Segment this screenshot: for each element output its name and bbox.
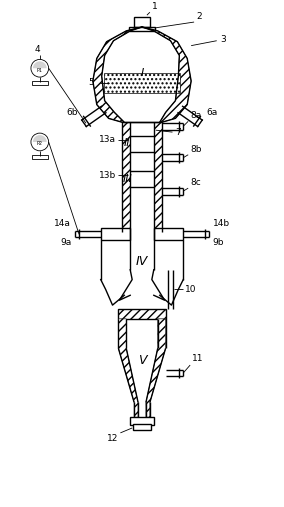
Text: 14a: 14a xyxy=(54,220,71,229)
Text: 5: 5 xyxy=(88,79,94,88)
Text: 2: 2 xyxy=(196,12,202,21)
Text: 12: 12 xyxy=(107,434,118,443)
Text: 6a: 6a xyxy=(206,108,217,118)
Bar xyxy=(122,122,130,232)
Text: I: I xyxy=(140,68,144,78)
Text: 3: 3 xyxy=(221,35,226,44)
Text: 7: 7 xyxy=(176,128,181,136)
Polygon shape xyxy=(93,27,142,122)
Text: IV: IV xyxy=(136,256,148,268)
Text: 9b: 9b xyxy=(213,238,224,247)
Text: 4: 4 xyxy=(35,46,41,54)
Polygon shape xyxy=(146,319,166,417)
Bar xyxy=(104,73,180,93)
Bar xyxy=(134,17,150,27)
Circle shape xyxy=(31,59,49,77)
Bar xyxy=(101,229,130,240)
Text: 8c: 8c xyxy=(190,178,201,187)
Text: 14b: 14b xyxy=(213,220,230,229)
Text: P1: P1 xyxy=(37,68,43,73)
Text: III: III xyxy=(122,174,132,185)
Polygon shape xyxy=(118,319,138,417)
Text: P2: P2 xyxy=(37,141,43,147)
Text: 8b: 8b xyxy=(190,145,202,154)
Text: 6b: 6b xyxy=(67,108,78,118)
Text: 11: 11 xyxy=(192,354,204,363)
Text: V: V xyxy=(138,354,146,367)
Text: 13b: 13b xyxy=(99,171,116,180)
Bar xyxy=(133,424,151,430)
Wedge shape xyxy=(33,135,47,142)
Bar xyxy=(130,136,154,152)
Bar xyxy=(118,309,166,319)
Text: 13a: 13a xyxy=(99,135,116,144)
Polygon shape xyxy=(142,27,191,122)
Circle shape xyxy=(31,133,49,151)
Text: II: II xyxy=(124,138,131,148)
Bar xyxy=(32,155,48,159)
Text: 9a: 9a xyxy=(60,238,71,247)
Text: 10: 10 xyxy=(185,285,197,294)
Bar xyxy=(154,229,183,240)
Bar xyxy=(129,27,155,31)
Wedge shape xyxy=(33,61,47,68)
Bar xyxy=(154,122,162,232)
Bar xyxy=(32,81,48,85)
Text: 1: 1 xyxy=(152,2,158,11)
Text: 8a: 8a xyxy=(190,112,201,120)
Bar xyxy=(130,171,154,187)
Bar xyxy=(130,417,154,425)
